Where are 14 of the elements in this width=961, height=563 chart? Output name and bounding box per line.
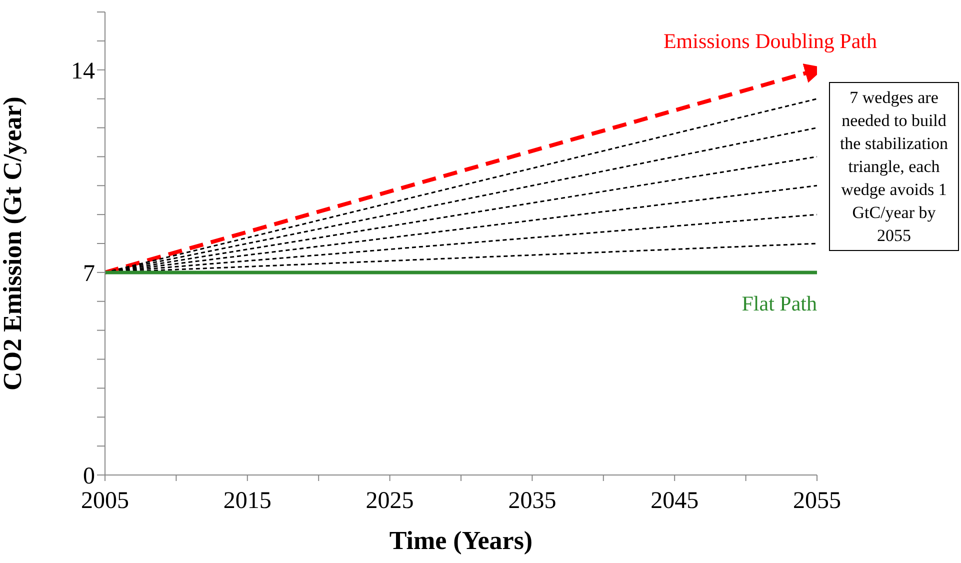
x-axis-title: Time (Years) xyxy=(389,526,533,555)
x-tick-label: 2045 xyxy=(650,488,699,514)
y-tick-label: 7 xyxy=(83,260,95,287)
x-tick-label: 2025 xyxy=(366,488,414,514)
y-axis-title: CO2 Emission (Gt C/year) xyxy=(0,96,28,390)
x-tick-label: 2055 xyxy=(793,488,841,514)
y-tick-label: 14 xyxy=(71,58,95,84)
x-tick-label: 2005 xyxy=(81,488,129,514)
series-label: Emissions Doubling Path xyxy=(663,28,878,53)
x-tick-label: 2015 xyxy=(223,488,272,514)
x-tick-label: 2035 xyxy=(508,488,556,514)
series-label: Flat Path xyxy=(742,291,818,316)
text: 7 wedges are needed to build the stabilization triangle, each wedge avoids 1 GtC/year by 2055 xyxy=(829,82,959,251)
y-tick-label: 0 xyxy=(83,464,95,490)
